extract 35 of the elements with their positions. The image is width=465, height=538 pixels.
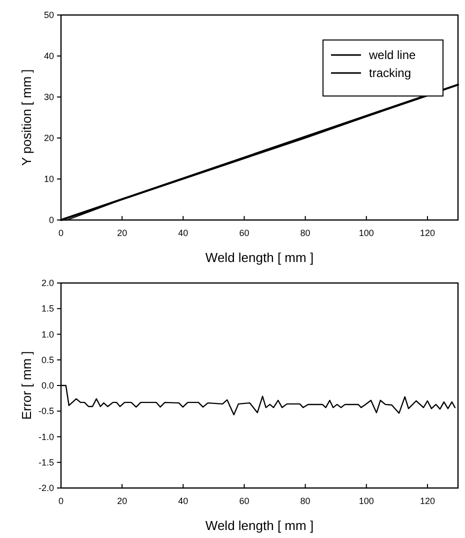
y-tick-label: 1.5 xyxy=(41,304,54,314)
y-tick-label: -2.0 xyxy=(38,483,54,493)
x-tick-label: 60 xyxy=(239,496,250,506)
y-axis-title: Y position [ mm ] xyxy=(19,69,34,166)
y-tick-label: 2.0 xyxy=(41,278,54,288)
x-axis-title: Weld length [ mm ] xyxy=(205,518,314,533)
y-tick-label: -1.5 xyxy=(38,457,54,468)
y-tick-label: 20 xyxy=(44,133,54,143)
y-tick-label: 10 xyxy=(44,174,54,184)
x-tick-label: 80 xyxy=(300,228,310,238)
y-tick-label: 30 xyxy=(44,92,54,102)
x-tick-label: 80 xyxy=(300,496,310,506)
x-tick-label: 20 xyxy=(117,228,128,238)
legend-label: weld line xyxy=(368,48,416,62)
y-axis-title: Error [ mm ] xyxy=(19,351,34,420)
x-tick-label: 60 xyxy=(239,228,250,238)
x-tick-label: 40 xyxy=(178,496,188,506)
x-axis-title: Weld length [ mm ] xyxy=(205,250,314,265)
x-tick-label: 20 xyxy=(117,496,128,506)
y-tick-label: 0.5 xyxy=(41,354,54,365)
y-tick-label: 0 xyxy=(48,215,54,225)
x-tick-label: 120 xyxy=(420,228,435,238)
legend-label: tracking xyxy=(369,66,412,80)
y-tick-label: 1.0 xyxy=(41,329,54,340)
x-tick-label: 100 xyxy=(358,496,374,506)
x-tick-label: 0 xyxy=(58,228,64,238)
x-tick-label: 40 xyxy=(178,228,188,238)
y-tick-label: 0.0 xyxy=(41,380,54,390)
y-tick-label: 50 xyxy=(44,10,54,20)
y-tick-label: 40 xyxy=(44,51,54,61)
y-tick-label: -1.0 xyxy=(38,432,54,442)
y-tick-label: -0.5 xyxy=(38,406,54,416)
x-tick-label: 120 xyxy=(420,496,435,506)
x-tick-label: 0 xyxy=(58,496,64,506)
x-tick-label: 100 xyxy=(358,228,374,238)
